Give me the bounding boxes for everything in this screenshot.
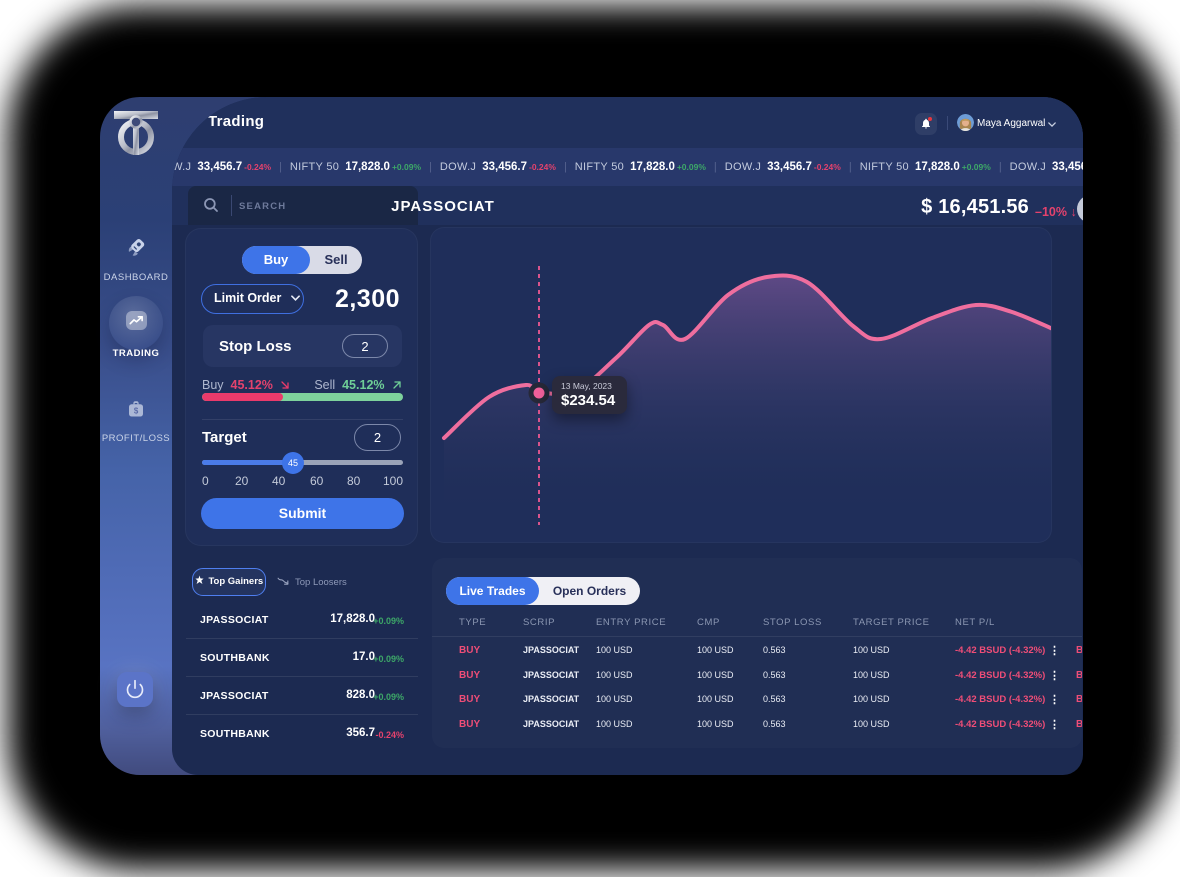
svg-text:$: $ [134,406,139,415]
